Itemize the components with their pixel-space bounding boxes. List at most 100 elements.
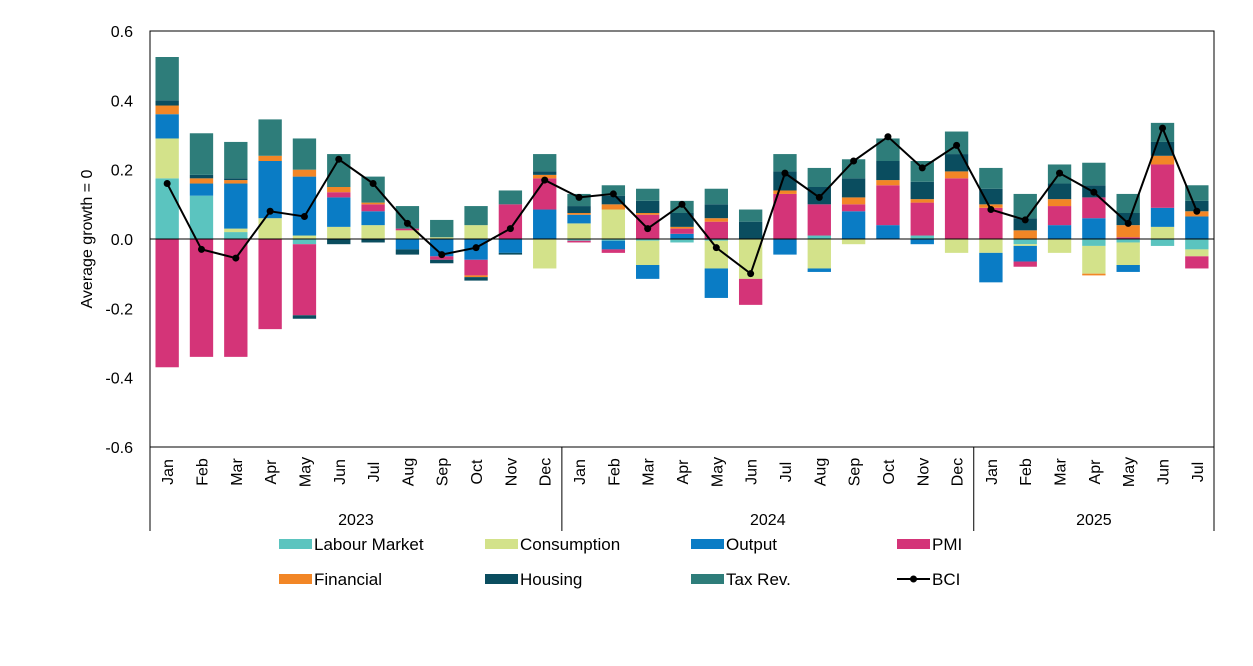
- bar-pmi: [567, 240, 591, 243]
- bar-consumption: [155, 138, 179, 179]
- bar-output: [704, 268, 728, 298]
- x-tick-label: May: [1121, 457, 1138, 487]
- year-label: 2025: [1076, 512, 1112, 529]
- bar-output: [979, 252, 1003, 283]
- bar-housing: [1047, 183, 1072, 200]
- bar-output: [910, 239, 934, 245]
- bar-consumption: [807, 239, 831, 269]
- x-tick-label: Jun: [1156, 459, 1173, 485]
- bar-pmi: [224, 239, 248, 357]
- bar-financial: [1013, 230, 1037, 239]
- bar-output: [670, 233, 694, 239]
- bar-housing: [430, 259, 454, 264]
- bci-point: [678, 200, 686, 208]
- legend-label-bci: BCI: [932, 570, 960, 589]
- legend-swatch-housing: [485, 574, 518, 584]
- bci-point: [1090, 188, 1098, 196]
- bar-pmi: [910, 202, 934, 236]
- bar-consumption: [327, 226, 351, 239]
- bar-consumption: [464, 225, 488, 239]
- y-tick-label: -0.4: [105, 371, 133, 388]
- bar-output: [361, 211, 385, 226]
- bci-point: [403, 219, 411, 227]
- bar-output: [1185, 216, 1209, 239]
- bar-labour-market: [704, 239, 728, 241]
- bar-labour-market: [807, 235, 831, 239]
- bar-output: [327, 197, 351, 227]
- bar-housing: [636, 200, 660, 213]
- bar-output: [1013, 245, 1037, 262]
- bar-consumption: [224, 228, 248, 233]
- x-tick-label: Oct: [881, 459, 898, 484]
- legend-swatch-tax-rev: [691, 574, 724, 584]
- bar-output: [1116, 265, 1140, 272]
- bar-labour-market: [910, 235, 934, 239]
- bar-housing: [910, 181, 934, 200]
- bar-financial: [189, 178, 214, 184]
- y-axis-title: Average growth = 0: [79, 169, 96, 308]
- bar-housing: [464, 277, 488, 281]
- legend-swatch-consumption: [485, 539, 518, 549]
- bar-consumption: [361, 225, 385, 239]
- bar-pmi: [773, 193, 797, 239]
- bar-tax-rev: [841, 159, 866, 179]
- x-tick-label: Oct: [469, 459, 486, 484]
- bar-consumption: [1116, 242, 1140, 265]
- bar-pmi: [944, 178, 969, 239]
- bar-housing: [361, 239, 385, 243]
- bar-tax-rev: [189, 133, 214, 175]
- x-tick-label: Nov: [915, 458, 932, 486]
- bar-labour-market: [155, 178, 179, 239]
- bar-pmi: [361, 204, 385, 212]
- x-tick-label: Apr: [675, 459, 692, 485]
- bar-financial: [258, 155, 282, 161]
- y-tick-label: 0.6: [111, 24, 133, 41]
- x-tick-label: Mar: [1053, 458, 1070, 486]
- bar-tax-rev: [395, 206, 420, 229]
- bar-output: [533, 209, 557, 239]
- bar-housing: [670, 213, 694, 227]
- bar-housing: [1013, 218, 1037, 231]
- y-tick-label: -0.6: [105, 440, 133, 457]
- bar-pmi: [533, 178, 557, 210]
- bci-point: [472, 244, 480, 252]
- bar-pmi: [1047, 206, 1072, 226]
- bar-tax-rev: [224, 141, 248, 179]
- bci-point: [300, 212, 308, 220]
- bar-tax-rev: [979, 167, 1003, 189]
- bar-output: [636, 265, 660, 279]
- bar-labour-market: [1013, 239, 1037, 245]
- x-tick-label: Dec: [538, 458, 555, 486]
- x-tick-label: Aug: [400, 458, 417, 486]
- bar-pmi: [258, 239, 282, 330]
- y-tick-label: 0.2: [111, 163, 133, 180]
- bar-labour-market: [567, 239, 591, 241]
- legend-label-output: Output: [726, 535, 777, 554]
- x-tick-label: Mar: [641, 458, 658, 486]
- x-tick-label: Jan: [984, 459, 1001, 485]
- bar-pmi: [1082, 197, 1106, 219]
- bar-labour-market: [189, 195, 214, 239]
- bar-pmi: [979, 207, 1003, 239]
- bar-tax-rev: [1013, 193, 1037, 219]
- bar-labour-market: [1185, 239, 1209, 250]
- bar-financial: [361, 202, 385, 205]
- bci-point: [884, 133, 892, 141]
- bar-housing: [841, 178, 866, 198]
- bar-output: [601, 240, 626, 250]
- bar-labour-market: [1116, 239, 1140, 243]
- x-tick-label: May: [297, 457, 314, 487]
- x-tick-label: Feb: [606, 458, 623, 486]
- bar-housing: [876, 161, 900, 181]
- legend-swatch-marker: [910, 575, 917, 583]
- legend-swatch-pmi: [897, 539, 930, 549]
- bar-pmi: [807, 204, 831, 236]
- bar-financial: [636, 213, 660, 215]
- bar-consumption: [292, 235, 317, 239]
- bci-point: [747, 270, 755, 278]
- bci-point: [541, 176, 549, 184]
- bar-housing: [292, 315, 317, 319]
- bar-consumption: [430, 237, 454, 239]
- bar-output: [498, 239, 523, 253]
- bar-tax-rev: [738, 209, 763, 222]
